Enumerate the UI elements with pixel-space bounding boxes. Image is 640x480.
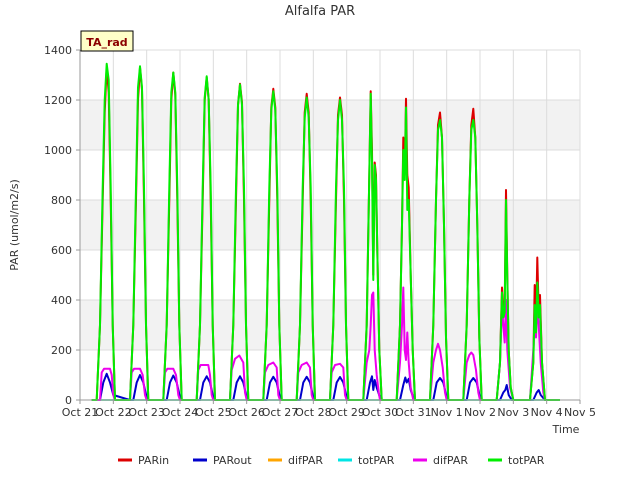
legend-label: totPAR [508, 454, 545, 467]
chart-title: Alfalfa PAR [285, 4, 355, 19]
y-tick-label: 1000 [44, 144, 72, 157]
y-tick-label: 200 [51, 344, 72, 357]
y-tick-label: 600 [51, 244, 72, 257]
x-tick-label: Nov 5 [564, 406, 596, 419]
legend-label: difPAR [433, 454, 468, 467]
plot-background [80, 50, 580, 400]
x-tick-label: Oct 30 [362, 406, 399, 419]
y-tick-label: 1200 [44, 94, 72, 107]
x-tick-label: Oct 25 [195, 406, 232, 419]
x-tick-label: Nov 2 [464, 406, 496, 419]
x-tick-label: Oct 22 [95, 406, 132, 419]
x-tick-label: Oct 31 [395, 406, 432, 419]
x-tick-label: Nov 3 [497, 406, 529, 419]
legend-label: totPAR [358, 454, 395, 467]
y-tick-label: 0 [65, 394, 72, 407]
plot-band [80, 100, 580, 150]
x-tick-label: Nov 1 [431, 406, 463, 419]
y-tick-label: 1400 [44, 44, 72, 57]
legend-label: PARout [213, 454, 252, 467]
legend-label: difPAR [288, 454, 323, 467]
series-line-parout-1 [91, 372, 560, 401]
x-tick-label: Oct 29 [328, 406, 365, 419]
x-tick-label: Oct 21 [62, 406, 99, 419]
series-line-totpar-5 [91, 62, 560, 401]
legend: PARin PARout difPAR totPAR difPAR totPAR [118, 454, 545, 467]
legend-label: PARin [138, 454, 169, 467]
y-axis-label: PAR (umol/m2/s) [8, 179, 21, 271]
x-tick-label: Nov 4 [531, 406, 563, 419]
y-tick-label: 400 [51, 294, 72, 307]
plot-band [80, 200, 580, 250]
plot-band [80, 300, 580, 350]
x-tick-label: Oct 27 [262, 406, 299, 419]
annotation-label: TA_rad [86, 36, 127, 49]
ta-rad-annotation: TA_rad [80, 30, 134, 52]
annotation-box [80, 30, 134, 52]
x-axis-label: Time [552, 423, 580, 436]
x-tick-label: Oct 23 [128, 406, 165, 419]
x-tick-label: Oct 28 [295, 406, 332, 419]
y-tick-label: 800 [51, 194, 72, 207]
x-tick-label: Oct 24 [162, 406, 199, 419]
x-tick-label: Oct 26 [228, 406, 265, 419]
